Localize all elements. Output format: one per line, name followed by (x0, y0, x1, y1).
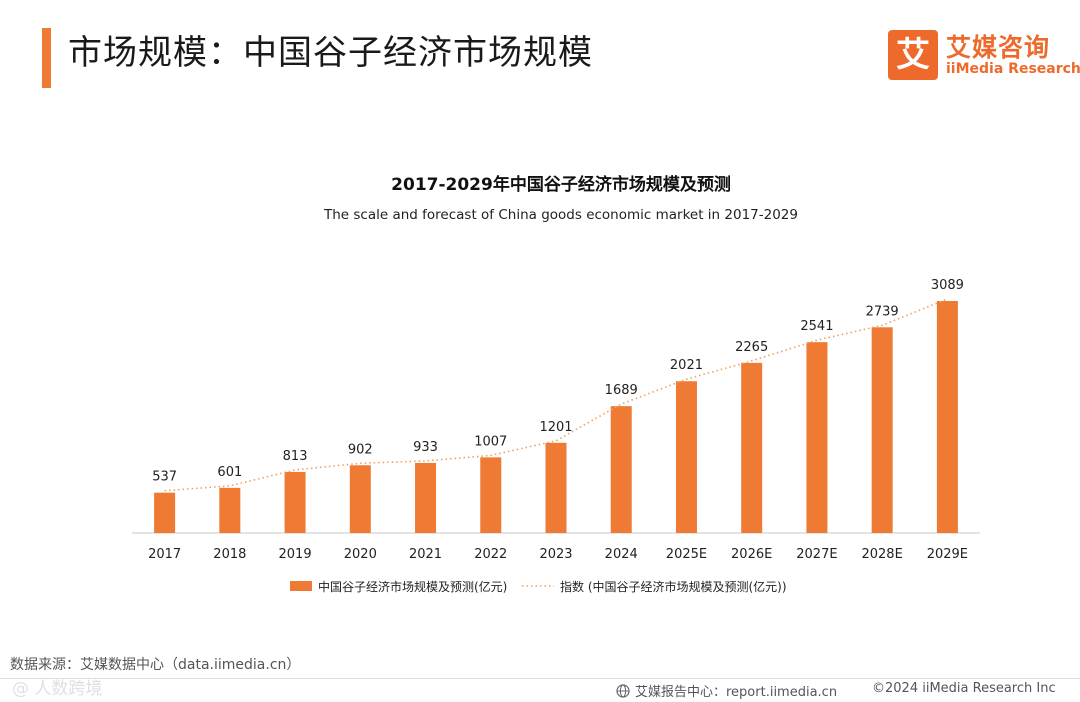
data-label: 2739 (866, 304, 899, 319)
x-tick-label: 2020 (344, 547, 377, 562)
data-source: 数据来源：艾媒数据中心（data.iimedia.cn） (10, 657, 301, 673)
bar-2025E (675, 381, 697, 533)
footer-report-link[interactable]: 艾媒报告中心：report.iimedia.cn (616, 681, 837, 700)
x-tick-label: 2025E (666, 547, 707, 562)
x-tick-label: 2029E (927, 547, 968, 562)
logo-mark: 艾 (888, 30, 938, 80)
data-label: 3089 (931, 278, 964, 293)
x-tick-label: 2027E (796, 547, 837, 562)
chart-title: 2017-2029年中国谷子经济市场规模及预测 (391, 174, 731, 195)
x-tick-label: 2024 (605, 547, 638, 562)
globe-icon (616, 683, 630, 698)
legend: 中国谷子经济市场规模及预测(亿元) 指数 (中国谷子经济市场规模及预测(亿元)) (290, 579, 787, 594)
data-label: 1689 (605, 383, 638, 398)
bar-2022 (480, 457, 502, 533)
data-label: 537 (152, 470, 177, 485)
page-title: 市场规模：中国谷子经济市场规模 (68, 33, 593, 73)
data-label: 813 (283, 449, 308, 464)
x-tick-label: 2022 (474, 547, 507, 562)
bar-2024 (610, 406, 632, 533)
watermark: @ 人数跨境 (12, 679, 103, 699)
bar-2018 (219, 487, 241, 533)
bar-chart: 2017-2029年中国谷子经济市场规模及预测 The scale and fo… (132, 174, 980, 594)
data-label: 2541 (800, 319, 833, 334)
legend-bar-swatch (290, 581, 312, 591)
data-label: 1007 (474, 434, 507, 449)
x-tick-label: 2017 (148, 547, 181, 562)
legend-bar-label: 中国谷子经济市场规模及预测(亿元) (318, 579, 507, 594)
brand-logo: 艾 艾媒咨询 iiMedia Research (888, 30, 1080, 82)
title-accent-bar (42, 28, 51, 88)
bar-2021 (415, 462, 437, 533)
x-tick-label: 2019 (279, 547, 312, 562)
data-label: 2265 (735, 340, 768, 355)
x-tick-label: 2023 (539, 547, 572, 562)
x-tick-label: 2018 (213, 547, 246, 562)
x-tick-label: 2021 (409, 547, 442, 562)
logo-en-text: iiMedia Research (946, 61, 1080, 77)
bar-2026E (741, 362, 763, 533)
bar-2027E (806, 342, 828, 533)
bar-2028E (871, 327, 893, 533)
legend-line-label: 指数 (中国谷子经济市场规模及预测(亿元)) (560, 579, 787, 594)
footer-divider (0, 678, 1080, 679)
bar-2029E (936, 301, 958, 533)
bar-2019 (284, 471, 306, 533)
bar-2020 (349, 465, 371, 533)
data-label: 902 (348, 442, 373, 457)
data-label: 1201 (539, 420, 572, 435)
data-label: 601 (217, 465, 242, 480)
copyright: ©2024 iiMedia Research Inc (872, 681, 1056, 696)
x-tick-label: 2028E (861, 547, 902, 562)
x-tick-label: 2026E (731, 547, 772, 562)
logo-cn-text: 艾媒咨询 (946, 33, 1051, 62)
report-site-text: 艾媒报告中心：report.iimedia.cn (635, 685, 838, 700)
bar-2017 (154, 492, 176, 533)
bar-2023 (545, 442, 567, 533)
data-label: 933 (413, 440, 438, 455)
chart-subtitle: The scale and forecast of China goods ec… (323, 207, 798, 223)
data-label: 2021 (670, 358, 703, 373)
